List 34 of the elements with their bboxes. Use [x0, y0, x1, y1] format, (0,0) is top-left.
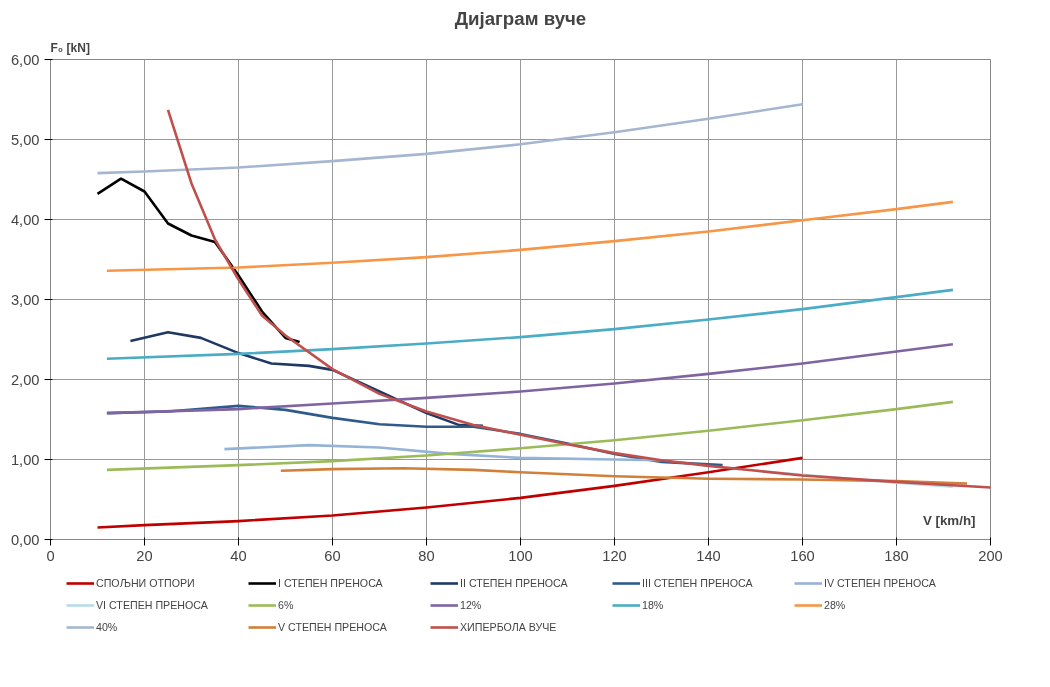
chart-title: Дијаграм вуче [454, 7, 587, 29]
legend-label: ХИПЕРБОЛА ВУЧЕ [460, 621, 558, 633]
y-tick-label: 2,00 [10, 371, 40, 388]
x-tick-label: 200 [978, 547, 1003, 564]
legend-label: 28% [824, 599, 847, 611]
x-tick-label: 60 [324, 547, 341, 564]
y-tick-label: 0,00 [10, 531, 40, 548]
legend-label: 18% [642, 599, 665, 611]
y-tick-label: 3,00 [10, 291, 40, 308]
y-axis-title: F₀ [kN] [50, 40, 90, 55]
legend-label: III СТЕПЕН ПРЕНОСА [642, 577, 754, 589]
x-tick-label: 120 [602, 547, 627, 564]
legend-label: 6% [278, 599, 295, 611]
x-tick-label: 180 [884, 547, 909, 564]
legend-label: VI СТЕПЕН ПРЕНОСА [96, 599, 209, 611]
x-tick-label: 80 [418, 547, 435, 564]
y-tick-label: 5,00 [10, 131, 40, 148]
x-axis-title: V [km/h] [922, 512, 976, 528]
y-tick-label: 4,00 [10, 211, 40, 228]
x-tick-label: 140 [696, 547, 721, 564]
legend-label: СПОЉНИ ОТПОРИ [96, 577, 196, 589]
x-tick-label: 160 [790, 547, 815, 564]
x-tick-label: 40 [230, 547, 247, 564]
x-tick-label: 100 [508, 547, 533, 564]
legend-label: IV СТЕПЕН ПРЕНОСА [824, 577, 937, 589]
x-tick-label: 20 [136, 547, 153, 564]
legend-label: V СТЕПЕН ПРЕНОСА [278, 621, 388, 633]
y-tick-label: 1,00 [10, 451, 40, 468]
y-tick-label: 6,00 [10, 51, 40, 68]
legend-label: I СТЕПЕН ПРЕНОСА [278, 577, 384, 589]
legend-label: 12% [460, 599, 483, 611]
legend-label: II СТЕПЕН ПРЕНОСА [460, 577, 569, 589]
legend-label: 40% [96, 621, 119, 633]
x-tick-label: 0 [46, 547, 55, 564]
